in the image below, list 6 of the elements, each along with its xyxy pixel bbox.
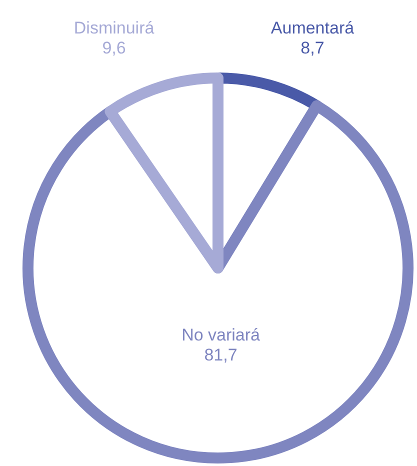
data-label: 8,7: [300, 38, 324, 58]
data-label: 81,7: [204, 346, 238, 364]
slice-label: Disminuirá: [74, 18, 155, 38]
data-label: 9,6: [102, 38, 126, 58]
slice-label: No variará: [182, 326, 261, 344]
slice-label: Aumentará: [270, 18, 355, 38]
